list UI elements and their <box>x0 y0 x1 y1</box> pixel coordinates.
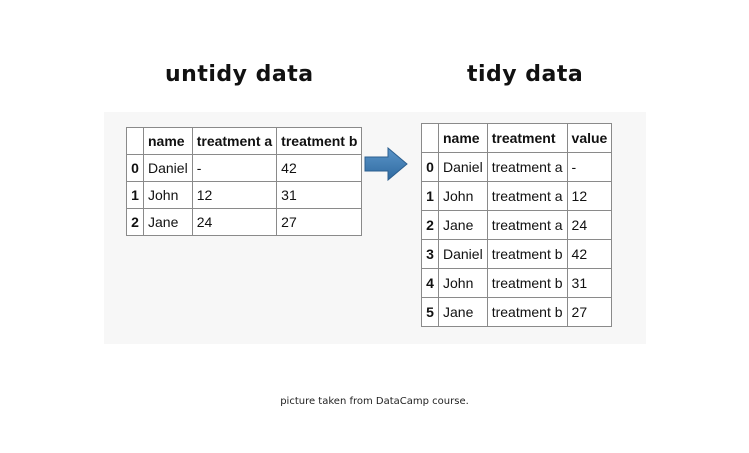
row-index-cell: 1 <box>421 181 439 211</box>
row-index-cell: 5 <box>421 297 439 327</box>
table-cell: Daniel <box>438 152 488 182</box>
table-cell: John <box>438 268 488 298</box>
table-cell: treatment a <box>486 181 568 211</box>
row-index-cell: 0 <box>421 152 439 182</box>
table-cell: 27 <box>566 297 613 327</box>
column-header-cell: treatment b <box>276 127 363 155</box>
table-cell: 42 <box>276 154 363 182</box>
row-index-cell: 2 <box>126 208 144 236</box>
table-row: 3 Daniel treatment b 42 <box>421 239 613 269</box>
table-cell: Daniel <box>438 239 488 269</box>
table-cell: treatment b <box>486 297 568 327</box>
table-row: 2 Jane 24 27 <box>126 208 363 236</box>
source-caption: picture taken from DataCamp course. <box>280 396 469 407</box>
right-arrow-icon <box>364 147 408 181</box>
column-header-cell: treatment <box>486 123 568 153</box>
table-row: 2 Jane treatment a 24 <box>421 210 613 240</box>
table-cell: 31 <box>276 181 363 209</box>
table-cell: treatment a <box>486 152 568 182</box>
table-cell: Jane <box>143 208 193 236</box>
table-cell: 24 <box>566 210 613 240</box>
table-cell: Jane <box>438 297 488 327</box>
row-index-cell: 0 <box>126 154 144 182</box>
column-header-cell: name <box>143 127 193 155</box>
table-row: 4 John treatment b 31 <box>421 268 613 298</box>
untidy-data-heading: untidy data <box>165 62 314 87</box>
column-header-cell: value <box>566 123 613 153</box>
table-cell: treatment b <box>486 268 568 298</box>
row-index-cell: 3 <box>421 239 439 269</box>
table-cell: John <box>143 181 193 209</box>
table-cell: 24 <box>191 208 278 236</box>
row-index-cell: 1 <box>126 181 144 209</box>
table-cell: John <box>438 181 488 211</box>
table-row: 1 John treatment a 12 <box>421 181 613 211</box>
table-cell: 42 <box>566 239 613 269</box>
table-row: 0 Daniel -42 <box>126 154 363 182</box>
table-cell: treatment a <box>486 210 568 240</box>
table-row: 0 Daniel treatment a- <box>421 152 613 182</box>
table-header-row: name treatment a treatment b <box>126 127 363 155</box>
table-row: 1 John 12 31 <box>126 181 363 209</box>
table-cell: 12 <box>566 181 613 211</box>
untidy-table: name treatment a treatment b 0 Daniel -42 1 Jo… <box>126 127 363 236</box>
column-header-cell: name <box>438 123 488 153</box>
index-header-cell <box>421 123 439 153</box>
table-cell: Daniel <box>143 154 193 182</box>
table-cell: Jane <box>438 210 488 240</box>
table-cell: 12 <box>191 181 278 209</box>
table-cell: treatment b <box>486 239 568 269</box>
table-cell: - <box>566 152 613 182</box>
row-index-cell: 4 <box>421 268 439 298</box>
tidy-data-heading: tidy data <box>467 62 584 87</box>
table-header-row: name treatment value <box>421 123 613 153</box>
index-header-cell <box>126 127 144 155</box>
table-cell: 31 <box>566 268 613 298</box>
table-cell: 27 <box>276 208 363 236</box>
table-cell: - <box>191 154 278 182</box>
table-row: 5 Jane treatment b 27 <box>421 297 613 327</box>
row-index-cell: 2 <box>421 210 439 240</box>
column-header-cell: treatment a <box>191 127 278 155</box>
